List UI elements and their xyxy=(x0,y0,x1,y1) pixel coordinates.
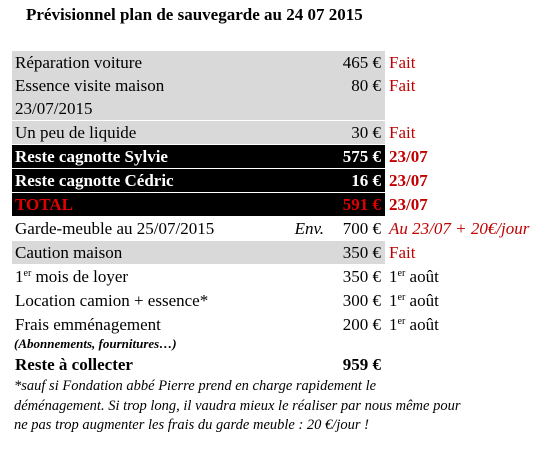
status-sup: er xyxy=(397,268,406,279)
status-sup: er xyxy=(397,292,406,303)
row-amount: 700 € xyxy=(342,219,381,238)
row-status: Au 23/07 + 20€/jour xyxy=(389,219,530,238)
row-status: 23/07 xyxy=(389,195,428,214)
row-label: 1er mois de loyer xyxy=(12,265,274,288)
row-label-sup: er xyxy=(23,268,32,279)
table-row: 1er mois de loyer 350 € 1er août xyxy=(12,265,557,288)
total-row: TOTAL 591 € 23/07 xyxy=(12,193,557,216)
row-amount: 300 € xyxy=(342,291,381,310)
table-row: Réparation voiture 465 € Fait xyxy=(12,51,557,74)
row-amount: 350 € xyxy=(342,267,381,286)
row-amount: 465 € xyxy=(274,51,385,74)
row-amount: 200 € xyxy=(342,315,381,334)
row-status: 1er août xyxy=(387,313,557,336)
row-status: 23/07 xyxy=(389,147,428,166)
row-amount: 16 € xyxy=(274,169,385,192)
table-row: Location camion + essence* 300 € 1er aoû… xyxy=(12,289,557,312)
row-status: 1er août xyxy=(387,265,557,288)
row-status: Fait xyxy=(389,123,416,142)
row-label: Reste cagnotte Cédric xyxy=(12,169,274,192)
row-amount: 350 € xyxy=(274,241,385,264)
row-prefix: Env. xyxy=(294,219,324,238)
row-amount: 591 € xyxy=(274,193,385,216)
row-label-line2: 23/07/2015 xyxy=(15,99,93,118)
row-status: Fait xyxy=(389,53,416,72)
row-label-rest: mois de loyer xyxy=(31,267,129,286)
table-row: Essence visite maison 23/07/2015 80 € Fa… xyxy=(12,74,557,120)
row-amount: 575 € xyxy=(274,145,385,168)
table-row: Garde-meuble au 25/07/2015 Env. 700 € Au… xyxy=(12,217,557,240)
row-label: Garde-meuble au 25/07/2015 xyxy=(15,219,215,238)
table-row: Frais emménagement 200 € 1er août xyxy=(12,313,557,336)
row-label: TOTAL xyxy=(12,193,274,216)
status-num: 1 xyxy=(389,315,398,334)
status-sup: er xyxy=(397,316,406,327)
status-rest: août xyxy=(405,267,439,286)
row-label-num: 1 xyxy=(15,267,24,286)
row-status: Fait xyxy=(389,76,416,95)
row-label-block: Essence visite maison 23/07/2015 xyxy=(12,74,274,120)
row-label: Réparation voiture xyxy=(12,51,274,74)
row-label: Un peu de liquide xyxy=(12,121,274,144)
footnote: *sauf si Fondation abbé Pierre prend en … xyxy=(14,378,461,433)
status-rest: août xyxy=(405,315,439,334)
status-num: 1 xyxy=(389,291,398,310)
table-row: Caution maison 350 € Fait xyxy=(12,241,557,264)
row-label: Caution maison xyxy=(12,241,274,264)
table-row: Reste cagnotte Cédric 16 € 23/07 xyxy=(12,169,557,192)
row-label: Essence visite maison xyxy=(15,76,165,95)
summary-row: Reste à collecter 959 € xyxy=(12,353,557,376)
row-status: 23/07 xyxy=(389,171,428,190)
row-status: Fait xyxy=(389,243,416,262)
status-num: 1 xyxy=(389,267,398,286)
table-row: Reste cagnotte Sylvie 575 € 23/07 xyxy=(12,145,557,168)
row-label: Frais emménagement xyxy=(15,315,161,334)
row-label: Reste à collecter xyxy=(15,355,133,374)
row-label: Reste cagnotte Sylvie xyxy=(12,145,274,168)
page-title: Prévisionnel plan de sauvegarde au 24 07… xyxy=(26,5,363,24)
status-rest: août xyxy=(405,291,439,310)
table-row: Un peu de liquide 30 € Fait xyxy=(12,121,557,144)
row-label: Location camion + essence* xyxy=(15,291,209,310)
row-amount: 80 € xyxy=(274,74,385,120)
row-sublabel: (Abonnements, fournitures…) xyxy=(14,336,177,351)
row-amount: 30 € xyxy=(274,121,385,144)
row-status: 1er août xyxy=(387,289,557,312)
row-amount: 959 € xyxy=(342,355,381,374)
